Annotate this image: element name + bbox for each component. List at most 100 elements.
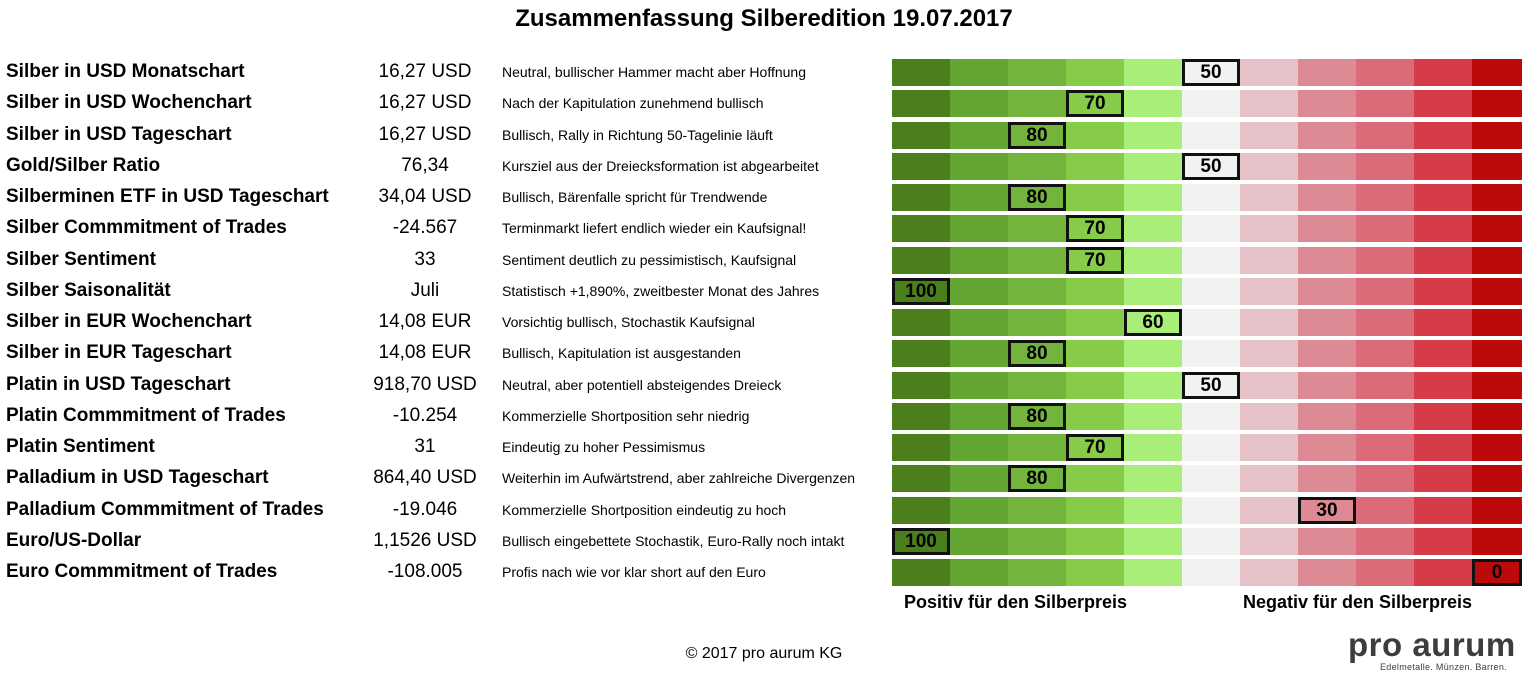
rating-segment: [892, 402, 950, 430]
row-comment: Kommerzielle Shortposition eindeutig zu …: [502, 501, 787, 518]
rating-segment: [1124, 277, 1182, 305]
row-value: Juli: [410, 279, 440, 301]
row-label: Silber in USD Monatschart: [6, 61, 245, 82]
row-label: Palladium in USD Tageschart: [6, 467, 269, 489]
rating-segment: [1240, 246, 1298, 274]
rating-segment: [1472, 465, 1522, 493]
rating-segment: [1240, 277, 1298, 305]
row-value: 16,27 USD: [378, 92, 472, 114]
rating-segment: [1124, 465, 1182, 493]
rating-segment: [1008, 559, 1066, 586]
row-label: Silber Sentiment: [6, 248, 156, 270]
row-label: Platin Commmitment of Trades: [6, 404, 286, 426]
rating-segment: [892, 59, 950, 86]
score-marker: 50: [1182, 59, 1240, 86]
rating-segment: [1124, 90, 1182, 118]
rating-segment: [1066, 152, 1124, 180]
row-value: 31: [414, 436, 436, 457]
rating-segment: [1356, 559, 1414, 586]
rating-segment: [1124, 496, 1182, 524]
rating-segment: [892, 90, 950, 118]
table-row: Silber in USD Monatschart 16,27 USD Neutra…: [0, 56, 1528, 87]
row-value: 33: [414, 248, 436, 270]
rating-segment: [1124, 559, 1182, 586]
rating-segment: [1356, 246, 1414, 274]
rating-segment: [1414, 340, 1472, 368]
rating-segment: [1298, 371, 1356, 399]
rating-segment: [1124, 340, 1182, 368]
rating-segment: [1298, 309, 1356, 336]
score-marker: 0: [1472, 559, 1522, 586]
rating-segment: [892, 496, 950, 524]
row-comment: Eindeutig zu hoher Pessimismus: [502, 439, 706, 455]
rating-segment: [1414, 559, 1472, 586]
rating-segment: [1240, 465, 1298, 493]
score-marker: 80: [1008, 402, 1066, 430]
rating-segment: [1124, 246, 1182, 274]
rating-segment: [1356, 59, 1414, 86]
rating-segment: [1472, 152, 1522, 180]
rating-segment: [1182, 184, 1240, 211]
rating-segment: [1008, 496, 1066, 524]
rating-segment: [1182, 434, 1240, 461]
rating-bar: 0: [892, 559, 1522, 586]
score-marker: 50: [1182, 152, 1240, 180]
rating-segment: [950, 434, 1008, 461]
rating-segment: [1414, 309, 1472, 336]
rating-segment: [1472, 90, 1522, 118]
rating-segment: [1298, 246, 1356, 274]
rating-segment: [1066, 496, 1124, 524]
rating-segment: [1356, 402, 1414, 430]
row-label: Silber in EUR Tageschart: [6, 342, 232, 364]
rating-segment: [1124, 152, 1182, 180]
rating-segment: [1182, 309, 1240, 336]
rating-segment: [1182, 402, 1240, 430]
rating-segment: [892, 309, 950, 336]
rating-segment: [1356, 215, 1414, 243]
rating-segment: [1414, 121, 1472, 149]
row-value: 16,27 USD: [378, 123, 472, 145]
rating-segment: [1124, 59, 1182, 86]
rating-segment: [1414, 90, 1472, 118]
table-row: Euro Commmitment of Trades -108.005 Profis…: [0, 556, 1528, 587]
rating-bar: 50: [892, 371, 1522, 399]
table-row: Silber Commmitment of Trades -24.567 Termi…: [0, 212, 1528, 243]
rating-segment: [1414, 465, 1472, 493]
rating-segment: [950, 309, 1008, 336]
rating-segment: [1356, 184, 1414, 211]
rating-segment: [1240, 527, 1298, 555]
rating-segment: [950, 496, 1008, 524]
rating-segment: [950, 152, 1008, 180]
row-value: 16,27 USD: [378, 61, 472, 82]
rating-segment: [1124, 121, 1182, 149]
rating-bar: 50: [892, 59, 1522, 86]
row-comment: Neutral, bullischer Hammer macht aber Ho…: [502, 64, 806, 80]
rating-segment: [1414, 184, 1472, 211]
rating-segment: [1066, 527, 1124, 555]
rating-bar: 70: [892, 246, 1522, 274]
rating-segment: [1240, 559, 1298, 586]
table-row: Silber Sentiment 33 Sentiment deutlich zu …: [0, 244, 1528, 275]
rating-segment: [950, 559, 1008, 586]
rating-segment: [1414, 434, 1472, 461]
rating-segment: [1298, 465, 1356, 493]
rating-segment: [1414, 527, 1472, 555]
rating-segment: [1298, 277, 1356, 305]
rating-segment: [950, 246, 1008, 274]
rating-segment: [1472, 246, 1522, 274]
row-label: Palladium Commmitment of Trades: [6, 498, 324, 520]
rating-segment: [950, 340, 1008, 368]
rating-segment: [1414, 496, 1472, 524]
rating-bar: 30: [892, 496, 1522, 524]
rating-segment: [1356, 277, 1414, 305]
rating-segment: [1182, 340, 1240, 368]
row-comment: Bullisch, Rally in Richtung 50-Tagelinie…: [502, 126, 773, 143]
score-marker: 60: [1124, 309, 1182, 336]
rating-bar: 100: [892, 277, 1522, 305]
rating-segment: [950, 215, 1008, 243]
row-comment: Vorsichtig bullisch, Stochastik Kaufsign…: [502, 314, 755, 330]
rating-segment: [1356, 371, 1414, 399]
rating-segment: [1124, 402, 1182, 430]
rating-segment: [1472, 309, 1522, 336]
pro-aurum-logo: pro aurum Edelmetalle. Münzen. Barren.: [1348, 626, 1523, 672]
